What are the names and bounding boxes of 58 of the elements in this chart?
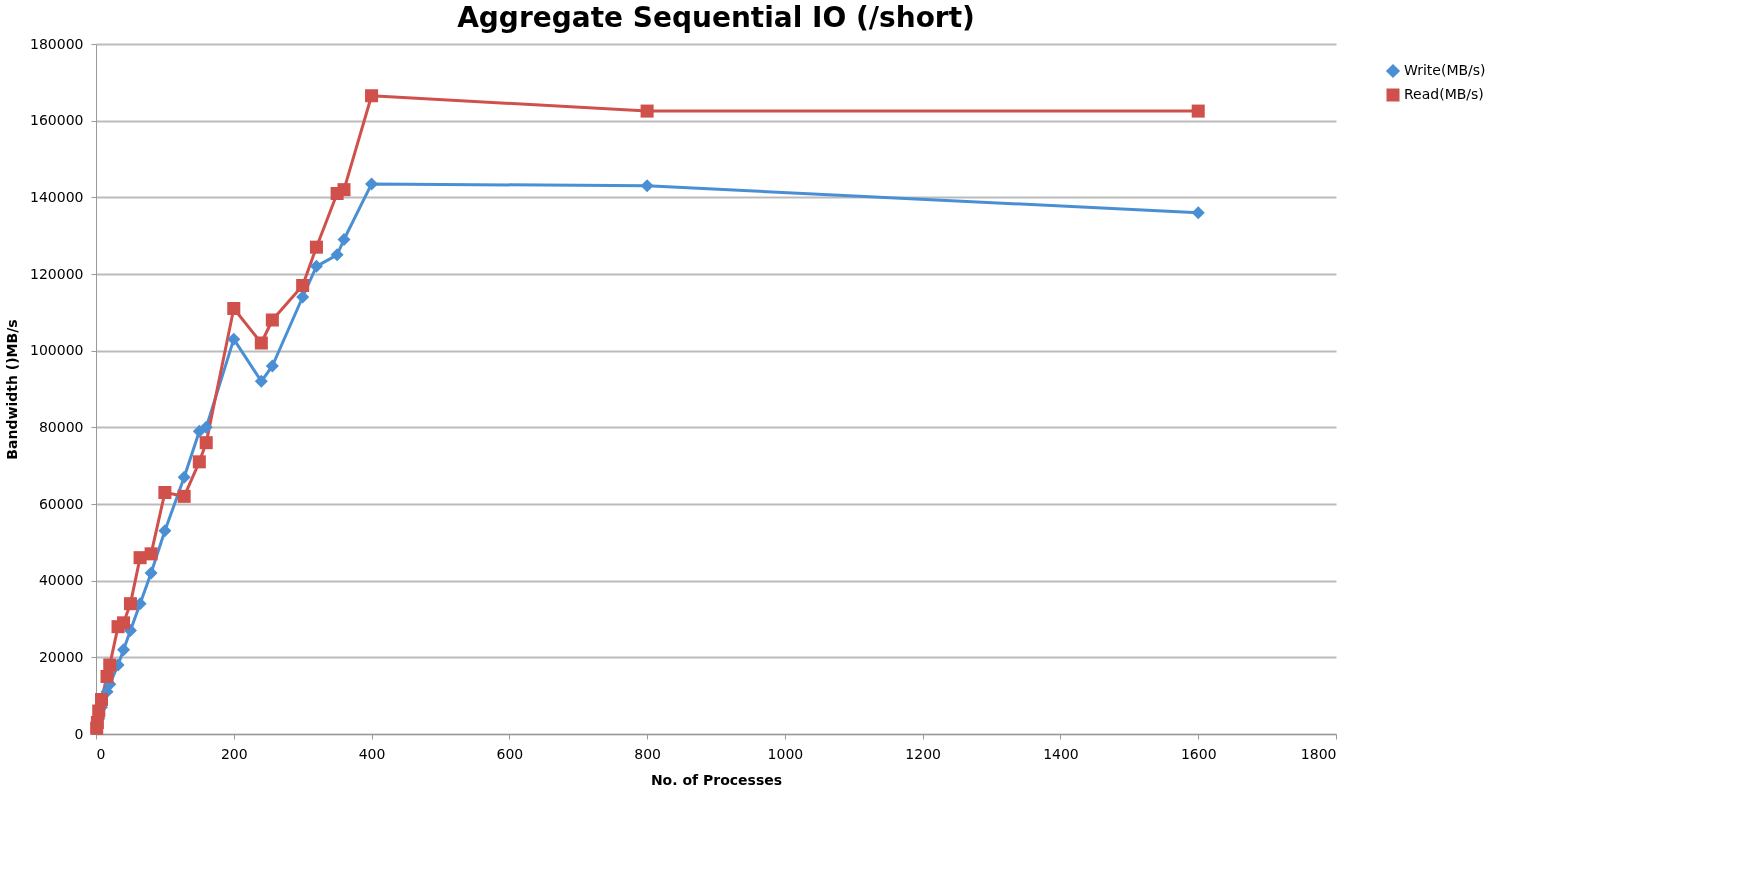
point [227,301,241,316]
x-tick-label: 1400 [1043,745,1079,762]
x-tick-label: 200 [220,745,248,762]
x-axis-title: No. of Processes [650,771,783,788]
y-axis-title: Bandwidth ()MB/s [4,319,21,460]
point [265,313,279,327]
y-tick-label: 120000 [30,265,84,282]
point [337,232,351,247]
point [365,89,379,103]
y-tick-label: 180000 [30,35,84,52]
point [199,420,213,434]
y-tick-label: 100000 [30,342,84,359]
point [296,290,310,304]
x-tick-label: 1800 [1300,745,1337,762]
point [192,455,206,469]
point [1191,104,1205,118]
legend-label: Read(MB/s) [1404,86,1484,102]
point [94,692,109,707]
point [365,177,379,191]
y-tick-label: 160000 [30,112,84,129]
x-tick-label: 600 [496,745,524,762]
point [296,278,310,293]
point [640,179,654,193]
point [177,489,191,503]
legend-label: Write(MB/s) [1404,62,1486,78]
chart-title: Aggregate Sequential IO (/short) [457,1,975,34]
point [1191,206,1205,220]
point [117,616,131,630]
x-tick-label: 1200 [905,745,941,762]
point [158,485,172,500]
y-tick-label: 140000 [30,188,84,205]
x-tick-label: 400 [358,745,386,762]
point [640,104,654,118]
point [144,547,158,561]
x-tick-label: 0 [96,745,106,762]
point [337,183,351,197]
x-tick-label: 1000 [767,745,804,762]
point [123,597,137,611]
y-tick-label: 40000 [38,572,84,589]
point [265,359,279,373]
y-tick-label: 80000 [38,418,84,435]
x-tick-label: 1600 [1180,745,1217,762]
point [330,248,344,262]
y-tick-label: 20000 [38,648,84,665]
point [309,240,323,254]
point [227,332,241,346]
point [254,374,268,388]
y-tick-label: 0 [74,725,84,742]
point [144,566,158,580]
x-tick-label: 800 [634,745,661,762]
point [309,259,323,273]
point [103,658,117,672]
y-tick-label: 60000 [38,495,84,512]
point [158,524,172,538]
point [254,336,268,350]
point [117,643,131,657]
point [199,436,213,450]
point [177,470,191,484]
